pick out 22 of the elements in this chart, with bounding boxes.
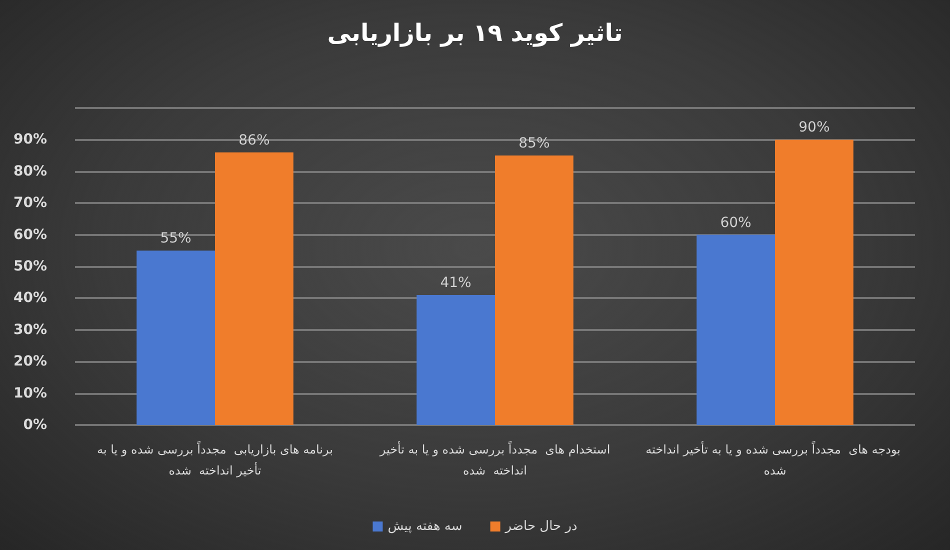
x-tick-label: برنامه های بازاریابی مجدداً بررسی شده و یا به تأخیر انداخته شده <box>97 440 333 478</box>
y-tick-label: 20% <box>13 354 47 370</box>
legend-label: در حال حاضر <box>504 519 578 534</box>
data-label: 86% <box>238 132 270 148</box>
y-tick-label: 80% <box>13 163 47 180</box>
y-tick-label: 0% <box>23 417 47 433</box>
y-tick-label: 70% <box>13 195 47 212</box>
y-tick-label: 40% <box>13 290 47 306</box>
data-label: 55% <box>160 230 192 247</box>
data-label: 41% <box>440 275 472 292</box>
y-tick-label: 90% <box>13 132 47 148</box>
legend-label: سه هفته پیش <box>388 519 462 534</box>
chart-title: تاثیر کوید ۱۹ بر بازاریابی <box>327 19 623 47</box>
y-tick-label: 30% <box>13 322 47 338</box>
x-tick-label: بودجه های مجدداً بررسی شده و یا به تأخیر انداخته شده <box>646 440 904 478</box>
x-tick-label: استخدام های مجدداً بررسی شده و یا به تأخیر انداخته شده <box>378 440 610 478</box>
y-tick-label: 50% <box>13 258 47 274</box>
y-tick-label: 10% <box>13 385 47 402</box>
y-tick-label: 60% <box>13 226 47 243</box>
data-label: 90% <box>798 120 830 136</box>
data-label: 60% <box>720 214 752 231</box>
data-label: 85% <box>518 136 550 152</box>
